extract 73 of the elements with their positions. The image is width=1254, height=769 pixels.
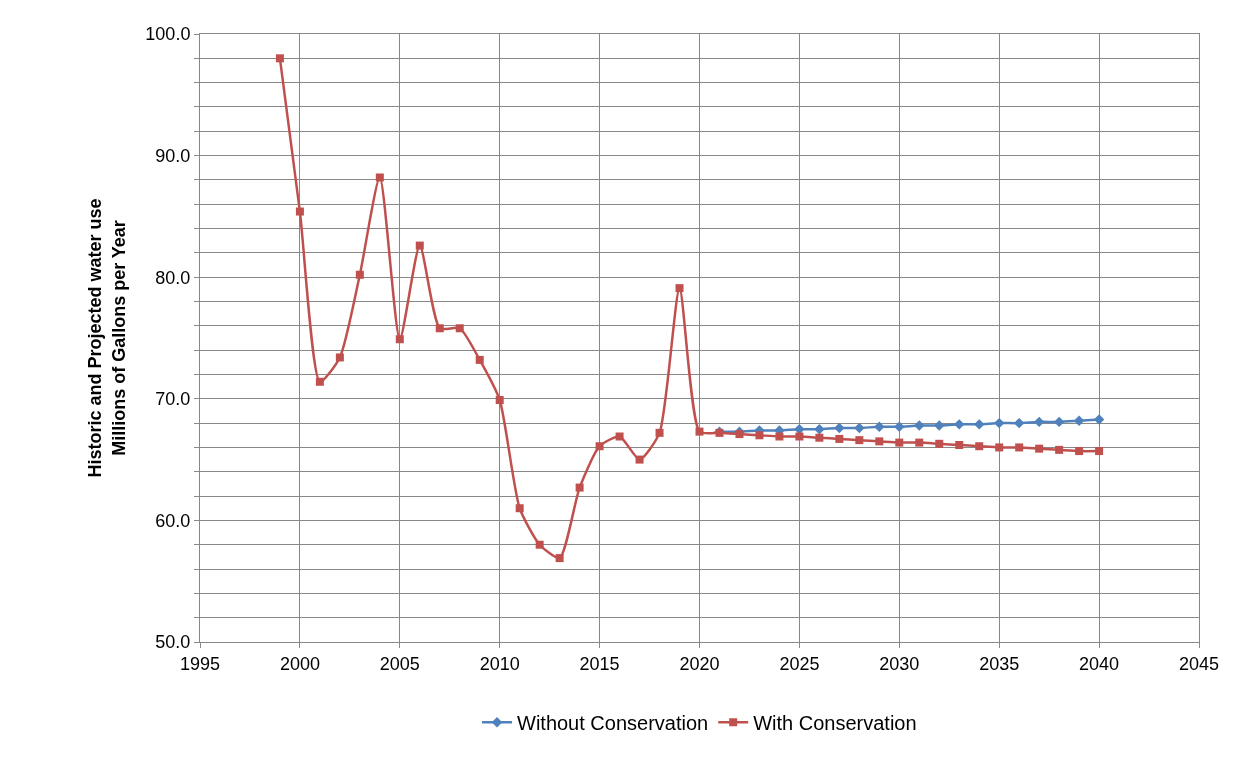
y-tick-label: 100.0: [145, 24, 191, 45]
point: [515, 504, 524, 513]
legend-label: With Conservation: [753, 712, 917, 735]
x-tick-label: 2035: [979, 653, 1020, 674]
x-tick-label: 2040: [1079, 653, 1120, 674]
x-tick-label: 2030: [879, 653, 920, 674]
point: [915, 438, 924, 447]
point: [1093, 414, 1105, 425]
point: [835, 434, 844, 443]
point: [755, 431, 764, 440]
point: [735, 430, 744, 439]
point: [635, 455, 644, 464]
point: [815, 433, 824, 442]
point: [935, 439, 944, 448]
point: [315, 377, 324, 386]
y-tick-label: 50.0: [155, 632, 191, 653]
point: [834, 422, 845, 434]
legend-label: Without Conservation: [517, 712, 709, 735]
point: [655, 428, 664, 437]
point: [395, 335, 404, 344]
point: [974, 419, 985, 430]
point: [675, 284, 684, 293]
point: [555, 554, 564, 563]
point: [894, 421, 905, 432]
point: [1095, 447, 1104, 456]
point: [875, 437, 884, 446]
x-tick-label: 2000: [279, 653, 320, 674]
x-tick-label: 2005: [379, 653, 420, 674]
point: [994, 417, 1005, 429]
point: [375, 173, 384, 182]
point: [355, 270, 364, 279]
point: [1035, 444, 1044, 453]
point: [1073, 415, 1085, 426]
point: [295, 207, 304, 216]
point: [1075, 447, 1084, 456]
point: [535, 540, 544, 549]
x-tick-label: 1995: [179, 653, 221, 674]
point: [895, 438, 904, 447]
point: [874, 421, 885, 432]
point: [914, 420, 925, 431]
y-tick-label: 60.0: [155, 510, 191, 531]
y-tick-label: 80.0: [155, 267, 191, 288]
point: [415, 241, 424, 250]
point: [995, 443, 1004, 452]
point: [934, 420, 945, 431]
point: [455, 324, 464, 333]
y-tick-label: 90.0: [155, 145, 191, 166]
point: [615, 432, 624, 441]
point: [955, 441, 964, 450]
x-tick-label: 2020: [679, 653, 720, 674]
point: [975, 442, 984, 451]
point: [335, 353, 344, 362]
point: [1055, 445, 1064, 454]
point: [595, 442, 604, 451]
x-tick-label: 2025: [779, 653, 820, 674]
point: [275, 54, 284, 63]
point: [495, 396, 504, 405]
x-tick-label: 2015: [579, 653, 620, 674]
x-tick-label: 2010: [479, 653, 520, 674]
point: [814, 424, 825, 435]
point: [575, 483, 584, 492]
point: [475, 355, 484, 364]
point: [854, 422, 865, 434]
point: [954, 419, 965, 430]
point: [795, 432, 804, 441]
y-tick-label: 70.0: [155, 389, 191, 410]
point: [775, 432, 784, 441]
point: [1015, 443, 1024, 452]
point: [855, 436, 864, 445]
y-axis-title: Historic and Projected water use Millions of Gallons per Year: [85, 198, 129, 478]
point: [435, 324, 444, 333]
point: [695, 427, 704, 436]
x-tick-label: 2045: [1178, 653, 1220, 674]
